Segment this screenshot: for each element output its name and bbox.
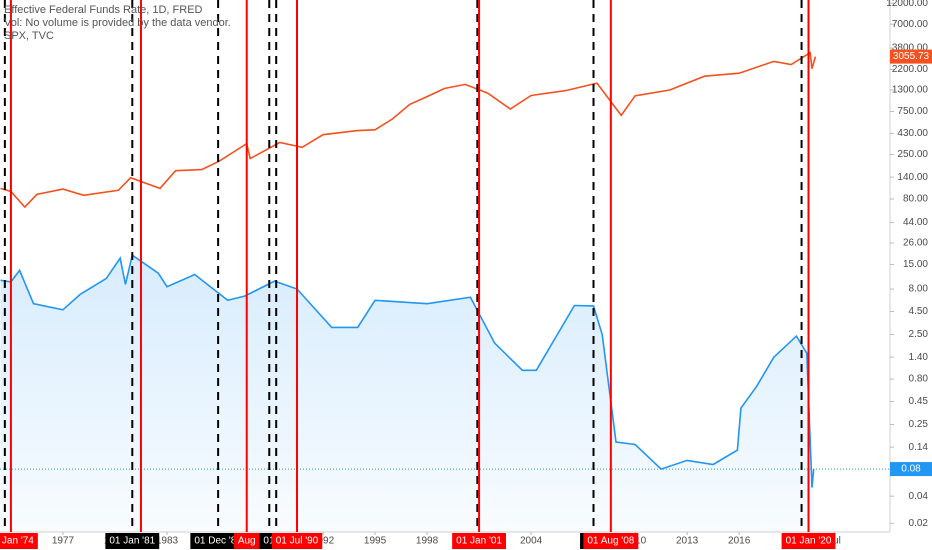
event-label: 01 Dec '85 <box>190 533 246 549</box>
y-tick-label: 250.00 <box>897 149 928 160</box>
y-tick-label: 0.14 <box>909 442 929 453</box>
y-tick-label: 0.80 <box>909 374 929 385</box>
event-label-box <box>271 533 323 549</box>
y-tick-label: 0.45 <box>909 396 929 407</box>
x-tick-label: 2013 <box>676 536 699 547</box>
y-tick-label: 2.50 <box>909 329 929 340</box>
event-label: 01 Jan '74 <box>0 533 38 549</box>
event-label-box <box>583 533 639 549</box>
event-label: 01 Aug '08 <box>583 533 639 549</box>
y-tick-label: 3800.00 <box>892 43 929 54</box>
line <box>0 51 817 209</box>
event-label-box <box>233 533 260 549</box>
y-tick-label: 4.50 <box>909 306 929 317</box>
y-tick-label: 8.00 <box>909 284 929 295</box>
event-label-box <box>190 533 246 549</box>
x-tick-label: 1995 <box>364 536 387 547</box>
x-tick-label: 2016 <box>728 536 751 547</box>
y-tick-label: 0.25 <box>909 419 929 430</box>
y-tick-label: 7000.00 <box>892 19 929 30</box>
event-label-text: Aug <box>238 536 256 547</box>
event-label: 01 Jan '20 <box>781 533 836 549</box>
event-label: 01 Jan '81 <box>105 533 160 549</box>
event-label: 01 Jan '01 <box>452 533 506 549</box>
event-label-text: 01 Dec '85 <box>194 536 242 547</box>
event-label-text: 01 Jan '74 <box>0 536 34 547</box>
y-tick-label: 2200.00 <box>892 64 929 75</box>
y-tick-label: 15.00 <box>903 259 928 270</box>
y-tick-label: 44.00 <box>903 217 928 228</box>
event-label-box <box>452 533 506 549</box>
y-tick-label: 1300.00 <box>892 85 929 96</box>
price-tag <box>890 462 932 477</box>
event-label: 01 Jul '90 <box>271 533 323 549</box>
y-tick-label: 12000.00 <box>886 0 928 9</box>
y-tick-label: 430.00 <box>897 128 928 139</box>
legend-entry: Effective Federal Funds Rate, 1D, FRED <box>4 4 203 16</box>
subtitle: Vol: No volume is provided by the data v… <box>4 17 231 29</box>
event-label-text: 01 Jul '90 <box>276 536 319 547</box>
event-label-box <box>105 533 160 549</box>
price-tag-label: 3055.73 <box>893 51 930 62</box>
y-tick-label: 1.40 <box>909 352 929 363</box>
line <box>0 253 815 488</box>
y-tick-label: 750.00 <box>897 106 928 117</box>
x-tick-label: 2004 <box>520 536 543 547</box>
price-tag-label: 0.08 <box>901 464 921 475</box>
event-label-text: 01 Aug '08 <box>587 536 634 547</box>
y-tick-label: 0.02 <box>909 518 929 529</box>
event-label: Aug <box>233 533 260 549</box>
x-tick-label: 1998 <box>416 536 439 547</box>
legend-entry: SPX, TVC <box>4 30 54 42</box>
y-tick-label: 140.00 <box>897 172 928 183</box>
y-tick-label: 26.00 <box>903 238 928 249</box>
event-label-box <box>781 533 836 549</box>
y-tick-label: 80.00 <box>903 194 928 205</box>
price-tag <box>890 49 932 64</box>
y-tick-label: 0.04 <box>909 491 929 502</box>
event-label-box <box>0 533 38 549</box>
event-label-text: 01 Jan '81 <box>109 536 155 547</box>
x-tick-label: 1983 <box>156 536 179 547</box>
event-label-text: 01 Jan '20 <box>786 536 832 547</box>
x-tick-label: 1992 <box>312 536 335 547</box>
event-label-text: 01 Jan '01 <box>456 536 502 547</box>
x-tick-label: 1977 <box>52 536 75 547</box>
